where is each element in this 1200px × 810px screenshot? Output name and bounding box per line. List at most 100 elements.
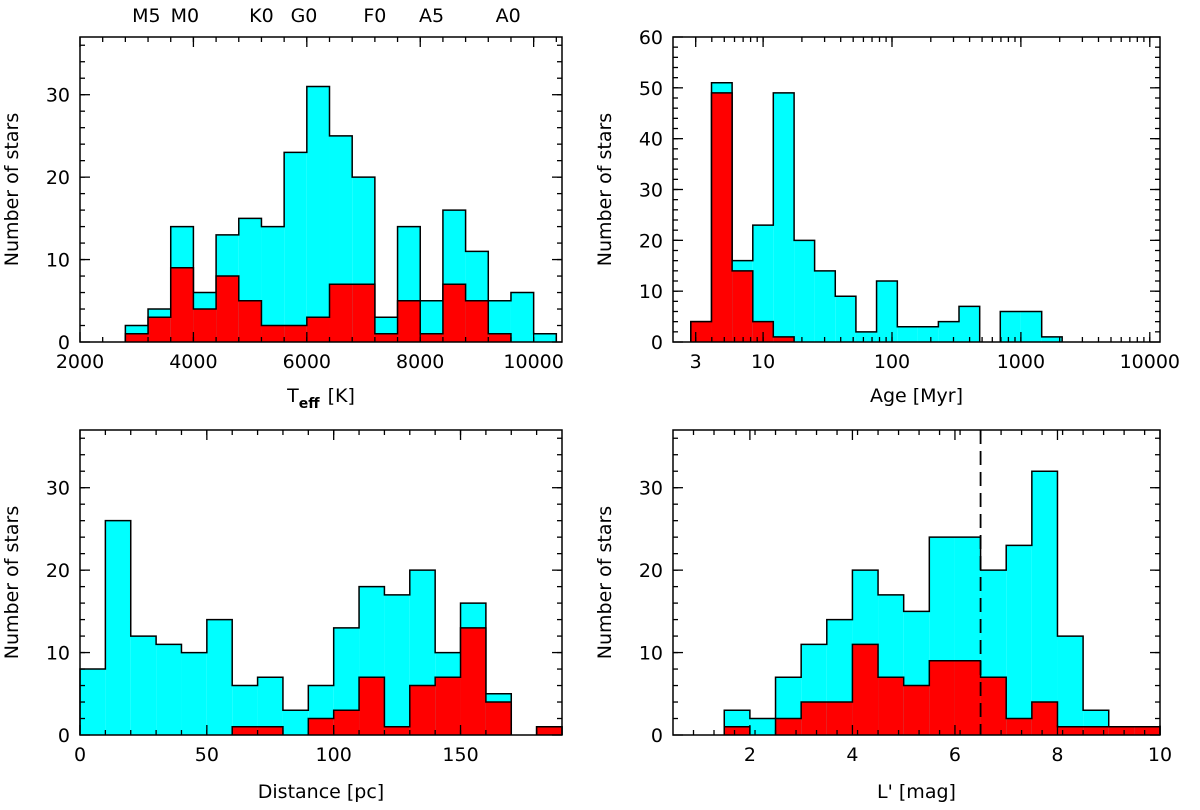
- subset-bar: [929, 660, 955, 735]
- all-bar: [420, 300, 443, 342]
- x-tick-label: 1000: [997, 351, 1045, 373]
- subset-series: [124, 267, 512, 342]
- y-axis-label: Number of stars: [594, 506, 616, 659]
- subset-bar: [1057, 726, 1084, 735]
- x-axis-ticks: [695, 37, 1151, 342]
- subset-bar: [374, 333, 398, 342]
- x-tick-label: 8: [1051, 744, 1063, 766]
- y-tick-label: 30: [46, 85, 70, 107]
- all-bar: [105, 520, 131, 735]
- subset-bar: [333, 710, 360, 735]
- x-tick-label: 4000: [169, 351, 217, 373]
- all-bar: [488, 300, 511, 342]
- subset-bar: [460, 627, 486, 735]
- subset-bar: [435, 677, 461, 735]
- y-tick-label: 0: [58, 332, 70, 354]
- subset-series: [231, 627, 563, 735]
- all-outline: [723, 470, 1161, 735]
- x-axis-label-main: T: [286, 385, 299, 407]
- all-bar: [156, 644, 182, 735]
- all-outline: [124, 85, 558, 342]
- all-bar: [814, 270, 836, 342]
- subset-bar: [775, 718, 802, 735]
- y-tick-label: 40: [639, 129, 663, 151]
- x-axis-label: Distance [pc]: [258, 781, 384, 803]
- all-bar: [282, 710, 309, 735]
- all-bar: [1031, 471, 1058, 735]
- x-tick-label: 10: [1148, 744, 1172, 766]
- subset-bar: [352, 284, 375, 342]
- plot-frame: [672, 429, 1161, 736]
- subset-bar: [711, 92, 733, 343]
- subset-bar: [1108, 726, 1135, 735]
- x-axis-ticks: [79, 37, 557, 342]
- spectral-type-label: K0: [249, 5, 274, 27]
- y-axis-label: Number of stars: [1, 506, 23, 659]
- all-bar: [261, 226, 285, 342]
- subset-bar: [216, 276, 239, 342]
- subset-bar: [488, 333, 511, 342]
- all-bar: [130, 636, 157, 735]
- y-axis-ticks: [673, 36, 1160, 343]
- y-tick-label: 10: [639, 281, 663, 303]
- subset-bar: [261, 325, 285, 342]
- plot-frame: [79, 429, 563, 736]
- all-bar: [917, 326, 939, 342]
- y-axis-label: Number of stars: [1, 113, 23, 266]
- subset-bar: [257, 726, 283, 735]
- y-tick-label: 10: [46, 643, 70, 665]
- subset-bar: [238, 300, 262, 342]
- all-bar: [181, 652, 207, 735]
- y-tick-label: 0: [651, 332, 663, 354]
- y-tick-label: 60: [639, 27, 663, 49]
- spectral-type-label: M0: [171, 5, 199, 27]
- all-bar: [1006, 545, 1032, 735]
- all-bar: [752, 225, 774, 342]
- y-tick-label: 20: [639, 560, 663, 582]
- x-tick-label: 6: [949, 744, 961, 766]
- spectral-type-label: A5: [419, 5, 444, 27]
- subset-bar: [193, 309, 217, 342]
- subset-bar: [420, 333, 443, 342]
- subset-bar: [826, 702, 853, 735]
- x-tick-label: 4: [846, 744, 858, 766]
- subset-bar: [308, 718, 334, 735]
- x-tick-label: 3: [690, 351, 702, 373]
- y-tick-label: 30: [639, 478, 663, 500]
- y-tick-label: 10: [46, 250, 70, 272]
- x-tick-label: 50: [195, 744, 219, 766]
- subset-bar: [384, 726, 410, 735]
- subset-bar: [485, 702, 512, 735]
- y-tick-label: 30: [46, 478, 70, 500]
- x-tick-label: 150: [442, 744, 478, 766]
- all-bar: [794, 240, 815, 342]
- spectral-type-label: G0: [291, 5, 318, 27]
- subset-bar: [752, 321, 774, 342]
- age-histogram-panel: 3 10 100 1000 10000 0 10 20 30 40 50 60 Number of st…: [594, 27, 1180, 407]
- subset-bar: [773, 336, 795, 342]
- all-bar: [384, 594, 410, 735]
- all-bar: [284, 152, 307, 342]
- all-bar: [533, 333, 557, 342]
- subset-bar: [903, 685, 930, 735]
- subset-bar: [1006, 718, 1032, 735]
- subset-bar: [724, 726, 750, 735]
- y-axis-ticks: [80, 437, 562, 736]
- y-tick-label: 0: [651, 725, 663, 747]
- x-axis-label: Age [Myr]: [870, 385, 963, 407]
- x-axis-ticks: [692, 430, 1161, 735]
- subset-bar: [442, 284, 466, 342]
- all-bar: [1057, 636, 1084, 735]
- subset-bar: [170, 267, 194, 342]
- subset-outline: [124, 267, 512, 342]
- x-tick-label: 10: [751, 351, 775, 373]
- x-tick-label: 10000: [1120, 351, 1180, 373]
- subset-bar: [397, 300, 421, 342]
- subset-bar: [980, 677, 1007, 735]
- lmag-histogram-panel: 2 4 6 8 10 0 10 20 30 Number of stars L' [mag]: [594, 429, 1172, 803]
- subset-bar: [801, 702, 827, 735]
- x-axis-label: L' [mag]: [877, 781, 956, 803]
- distance-histogram-panel: 0 50 100 150 0 10 20 30 Number of stars Distance …: [1, 429, 563, 803]
- all-bar: [773, 92, 795, 343]
